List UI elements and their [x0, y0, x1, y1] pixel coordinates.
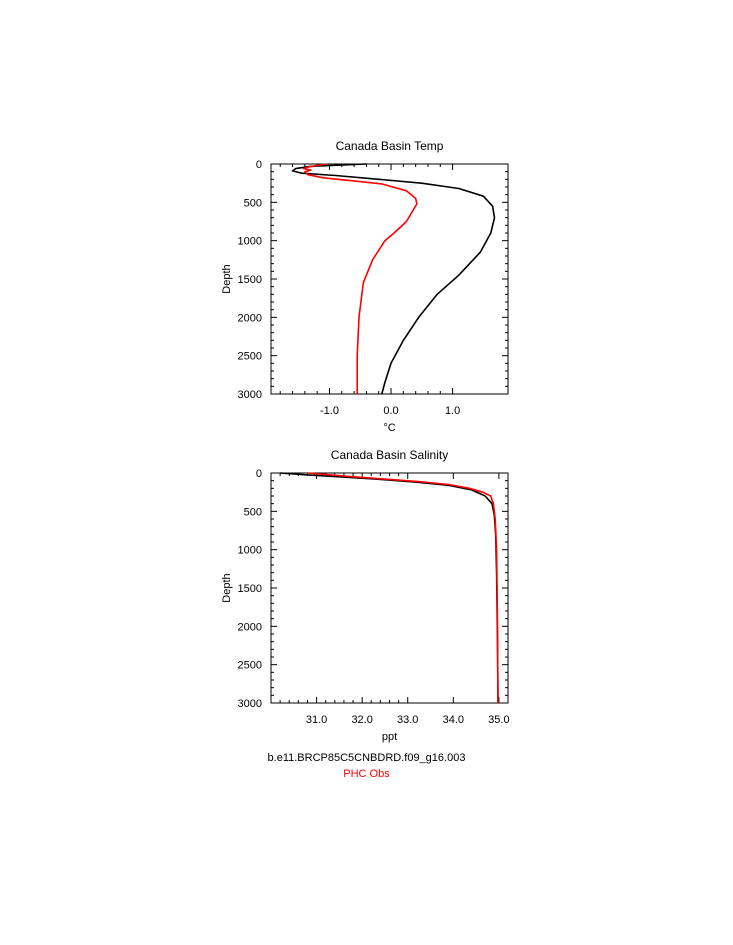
salinity-series-obs-line [307, 472, 499, 704]
salinity-y-axis-label: Depth [221, 573, 233, 602]
salinity-y-tick-label: 3000 [238, 698, 262, 710]
salinity-x-tick-label: 35.0 [488, 714, 509, 726]
salinity-x-tick-label: 32.0 [351, 714, 372, 726]
temp-x-tick-label: 1.0 [445, 405, 460, 417]
temp-chart-title: Canada Basin Temp [336, 139, 444, 153]
salinity-x-axis-label: ppt [382, 731, 397, 743]
salinity-y-tick-label: 1000 [238, 545, 262, 557]
temp-y-tick-label: 1500 [238, 274, 262, 286]
temp-x-axis-label: °C [383, 422, 395, 434]
temp-y-tick-label: 500 [244, 197, 262, 209]
salinity-x-tick-label: 34.0 [443, 714, 464, 726]
salinity-y-tick-label: 2500 [238, 660, 262, 672]
temp-chart: Canada Basin Temp -1.0 0.0 1.0 0 500 1000 1500 2… [221, 139, 509, 434]
legend-model-label: b.e11.BRCP85C5CNBDRD.f09_g16.003 [267, 752, 466, 764]
temp-x-tick-label: 0.0 [383, 405, 398, 417]
temp-y-tick-label: 1000 [238, 236, 262, 248]
salinity-chart-title: Canada Basin Salinity [331, 448, 448, 462]
salinity-y-tick-label: 1500 [238, 583, 262, 595]
salinity-x-tick-label: 31.0 [306, 714, 327, 726]
temp-y-tick-label: 2500 [238, 351, 262, 363]
temp-series-model-line [291, 163, 496, 395]
temp-y-axis-label: Depth [221, 264, 233, 293]
temp-y-tick-label: 2000 [238, 312, 262, 324]
temp-series-obs-line [302, 163, 418, 394]
temp-y-tick-label: 0 [256, 159, 262, 171]
temp-x-tick-label: -1.0 [320, 405, 339, 417]
salinity-series-model-line [280, 472, 499, 704]
salinity-y-tick-label: 2000 [238, 621, 262, 633]
legend-obs-label: PHC Obs [343, 768, 390, 780]
temp-y-tick-label: 3000 [238, 389, 262, 401]
salinity-y-tick-label: 0 [256, 468, 262, 480]
salinity-x-tick-label: 33.0 [397, 714, 418, 726]
temp-plot-frame [270, 163, 509, 395]
salinity-y-tick-label: 500 [244, 506, 262, 518]
salinity-plot-frame [270, 472, 509, 704]
salinity-chart: Canada Basin Salinity 31.0 32.0 33.0 34.0 35.… [221, 448, 510, 743]
